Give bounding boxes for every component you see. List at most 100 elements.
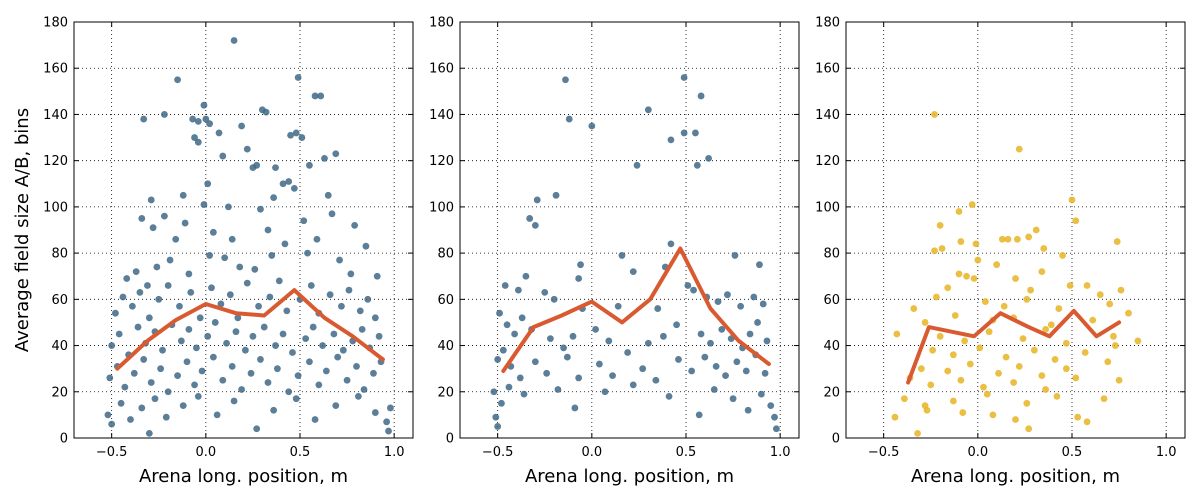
data-point	[294, 74, 302, 81]
data-point	[914, 429, 921, 437]
data-point	[230, 37, 238, 44]
trend-line	[906, 308, 1122, 385]
data-point	[588, 122, 596, 130]
y-tick-label: 180	[43, 16, 68, 31]
data-point	[1083, 418, 1091, 426]
data-point	[618, 252, 626, 259]
data-point	[592, 325, 599, 333]
data-point	[140, 356, 148, 363]
data-point	[1038, 268, 1046, 275]
data-point	[1059, 252, 1066, 259]
data-point	[322, 367, 330, 375]
data-point	[980, 383, 987, 391]
data-point	[243, 145, 251, 153]
scatter-points	[490, 74, 780, 433]
data-point	[547, 335, 554, 343]
y-axis-label: Average field size A/B, bins	[12, 108, 33, 352]
data-point	[1106, 300, 1114, 308]
data-point	[1025, 233, 1033, 241]
data-point	[334, 353, 342, 361]
data-point	[1110, 332, 1117, 340]
data-point	[153, 263, 161, 271]
data-point	[571, 404, 579, 412]
data-point	[147, 196, 155, 204]
data-point	[347, 270, 355, 278]
data-point	[917, 365, 925, 373]
data-point	[272, 164, 279, 172]
data-point	[272, 342, 279, 349]
data-point	[680, 129, 688, 137]
data-point	[270, 406, 278, 414]
data-point	[151, 395, 159, 403]
data-point	[241, 346, 249, 354]
data-point	[652, 376, 660, 384]
data-point	[759, 300, 767, 308]
data-point	[106, 374, 114, 382]
y-tick-label: 140	[429, 108, 454, 123]
data-point	[624, 349, 632, 356]
data-point	[1072, 217, 1080, 225]
data-point	[211, 319, 219, 326]
data-point	[145, 314, 153, 322]
data-point	[501, 282, 509, 289]
data-point	[675, 356, 682, 363]
data-point	[1019, 335, 1027, 343]
data-point	[119, 293, 127, 301]
data-point	[955, 270, 963, 278]
data-point	[1042, 325, 1050, 333]
data-point	[1038, 372, 1046, 379]
data-point	[673, 321, 680, 329]
data-point	[1081, 349, 1089, 356]
data-point	[200, 101, 208, 109]
data-point	[522, 272, 530, 280]
data-point	[104, 411, 112, 419]
data-point	[112, 309, 119, 317]
data-point	[300, 217, 308, 225]
trend-line	[501, 246, 771, 373]
data-point	[191, 381, 198, 389]
data-point	[710, 386, 718, 393]
data-point	[933, 293, 940, 301]
data-point	[292, 129, 300, 137]
data-point	[893, 330, 901, 338]
data-point	[995, 369, 1002, 377]
data-point	[724, 291, 731, 299]
y-tick-label: 100	[429, 200, 454, 215]
data-point	[1062, 339, 1070, 347]
data-point	[767, 402, 775, 410]
data-point	[701, 353, 709, 361]
x-tick-label: 0.0	[581, 445, 602, 460]
data-point	[330, 330, 338, 338]
plot-frame	[459, 21, 800, 439]
data-point	[306, 358, 313, 366]
data-point	[228, 235, 236, 243]
data-point	[373, 272, 381, 280]
data-point	[1012, 416, 1019, 423]
data-point	[187, 289, 195, 296]
data-point	[1030, 346, 1038, 354]
y-tick-label: 40	[51, 339, 68, 354]
data-point	[577, 261, 584, 269]
data-point	[230, 397, 238, 405]
data-point	[1040, 245, 1048, 252]
data-point	[292, 395, 300, 403]
data-point	[219, 152, 227, 160]
data-point	[302, 335, 310, 343]
data-point	[639, 365, 647, 373]
data-point	[531, 221, 539, 229]
data-point	[575, 374, 583, 382]
data-point	[705, 154, 712, 162]
data-point	[503, 321, 511, 329]
data-point	[251, 265, 259, 273]
data-point	[1013, 235, 1021, 243]
data-point	[1032, 226, 1040, 234]
data-point	[332, 150, 340, 158]
x-tick-label: 1.0	[1156, 445, 1177, 460]
data-point	[279, 180, 287, 188]
data-point	[264, 226, 272, 234]
x-tick-label: 1.0	[770, 445, 791, 460]
data-point	[162, 413, 170, 421]
data-point	[680, 74, 688, 81]
data-point	[684, 282, 692, 289]
data-point	[253, 425, 261, 433]
